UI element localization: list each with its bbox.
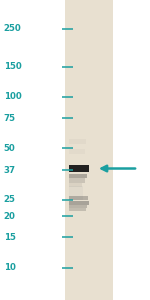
Bar: [69, 205, 87, 208]
Bar: [69, 186, 83, 200]
Text: 150: 150: [4, 62, 21, 71]
Text: 37: 37: [4, 166, 16, 175]
Text: 250: 250: [4, 24, 21, 33]
Bar: [69, 196, 88, 200]
Bar: [64, 0, 112, 300]
Text: 15: 15: [4, 233, 16, 242]
Bar: [69, 165, 89, 172]
Bar: [69, 139, 86, 144]
Text: 20: 20: [4, 212, 16, 220]
Bar: [69, 201, 89, 205]
Text: 25: 25: [4, 195, 16, 204]
Bar: [69, 149, 85, 154]
Bar: [69, 183, 82, 188]
Text: 75: 75: [4, 114, 16, 123]
Text: 100: 100: [4, 92, 21, 101]
Bar: [69, 208, 86, 211]
Text: 10: 10: [4, 263, 16, 272]
Bar: [69, 178, 85, 183]
Text: 50: 50: [4, 144, 15, 153]
Bar: [69, 174, 87, 178]
